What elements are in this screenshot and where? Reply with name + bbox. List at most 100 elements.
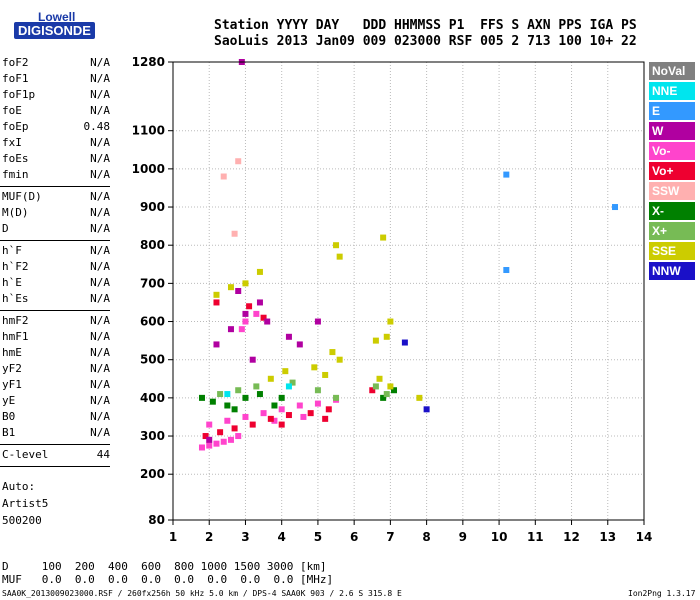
param-value: N/A [90,104,110,117]
data-point [271,417,278,424]
data-point [285,412,292,419]
legend-item-w: W [649,122,695,140]
x-tick-label: 11 [527,530,544,544]
x-tick-label: 9 [459,530,467,544]
data-point [260,410,267,417]
data-point [227,436,234,443]
data-point [242,318,249,325]
data-point [369,387,376,394]
param-value: N/A [90,190,110,203]
param-value: N/A [90,410,110,423]
param-value: 0.48 [83,120,111,133]
data-point [267,415,274,422]
data-point [296,402,303,409]
data-point [213,440,220,447]
legend-item-ssw: SSW [649,182,695,200]
param-value: N/A [90,426,110,439]
header-line1: Station YYYY DAY DDD HHMMSS P1 FFS S AXN… [214,18,637,33]
param-value: 44 [96,448,110,461]
data-point [260,314,267,321]
param-value: N/A [90,152,110,165]
param-name: h`F2 [2,260,29,273]
data-point [314,400,321,407]
legend-item-e: E [649,102,695,120]
param-name: hmF2 [2,314,29,327]
param-row-d: D N/A [2,222,110,238]
param-row-b0: B0 N/A [2,410,110,426]
param-row-foes: foEs N/A [2,152,110,168]
data-point [282,368,289,375]
series-nne [224,383,292,398]
param-name: M(D) [2,206,29,219]
param-name: D [2,222,9,235]
param-value: N/A [90,330,110,343]
data-point [383,391,390,398]
y-tick-label: 300 [140,429,165,443]
data-point [423,406,430,413]
data-point [278,394,285,401]
y-tick-label: 80 [148,513,165,527]
param-row-hmf1: hmF1 N/A [2,330,110,346]
param-name: yF2 [2,362,22,375]
panel-separator [0,186,110,187]
data-point [235,158,242,165]
legend-item-nnw: NNW [649,262,695,280]
x-axis-ticks: 1 2 3 4 5 6 7 8 9 10 11 12 13 14 [169,520,652,544]
data-point [325,406,332,413]
data-point [220,173,227,180]
param-row-fmin: fmin N/A [2,168,110,184]
data-point [307,410,314,417]
y-tick-label: 600 [140,315,165,329]
series-vo [198,310,340,451]
data-point [372,337,379,344]
param-name: foE [2,104,22,117]
param-row-yf2: yF2 N/A [2,362,110,378]
digisonde-logo: DIGISONDE [14,22,95,39]
y-tick-label: 1100 [132,124,165,138]
series-vo [202,299,376,440]
x-tick-label: 2 [205,530,213,544]
param-row-hf: h`F N/A [2,244,110,260]
series-nnw [401,339,430,413]
param-row-ye: yE N/A [2,394,110,410]
param-name: foEs [2,152,29,165]
legend-item-nne: NNE [649,82,695,100]
data-point [380,234,387,241]
param-name: h`Es [2,292,29,305]
footer-version: Ion2Png 1.3.17 [628,589,696,598]
data-point [271,402,278,409]
panel-separator [0,444,110,445]
muf-row: MUF 0.0 0.0 0.0 0.0 0.0 0.0 0.0 0.0 [MHz… [2,573,334,586]
param-row-clevel: C-level 44 [2,448,110,464]
data-point [401,339,408,346]
param-value: N/A [90,362,110,375]
data-point [256,391,263,398]
distance-row: D 100 200 400 600 800 1000 1500 3000 [km… [2,560,327,573]
data-point [246,303,253,310]
data-point [296,341,303,348]
param-row-fof2: foF2 N/A [2,56,110,72]
data-point [333,394,340,401]
param-value: N/A [90,136,110,149]
data-point [231,406,238,413]
data-point [329,349,336,356]
param-name: fxI [2,136,22,149]
x-tick-label: 5 [314,530,322,544]
data-point [242,280,249,287]
data-point [387,383,394,390]
legend-item-x: X+ [649,222,695,240]
data-point [242,413,249,420]
param-row-foe: foE N/A [2,104,110,120]
param-row-md: M(D) N/A [2,206,110,222]
param-value: N/A [90,88,110,101]
panel-separator [0,310,110,311]
data-point [612,204,619,211]
data-point [206,421,213,428]
auto-label: Auto: [2,480,36,493]
param-value: N/A [90,72,110,85]
panel-separator [0,240,110,241]
param-value: N/A [90,244,110,257]
data-point [253,383,260,390]
data-point [336,253,343,260]
series-x [198,387,398,413]
